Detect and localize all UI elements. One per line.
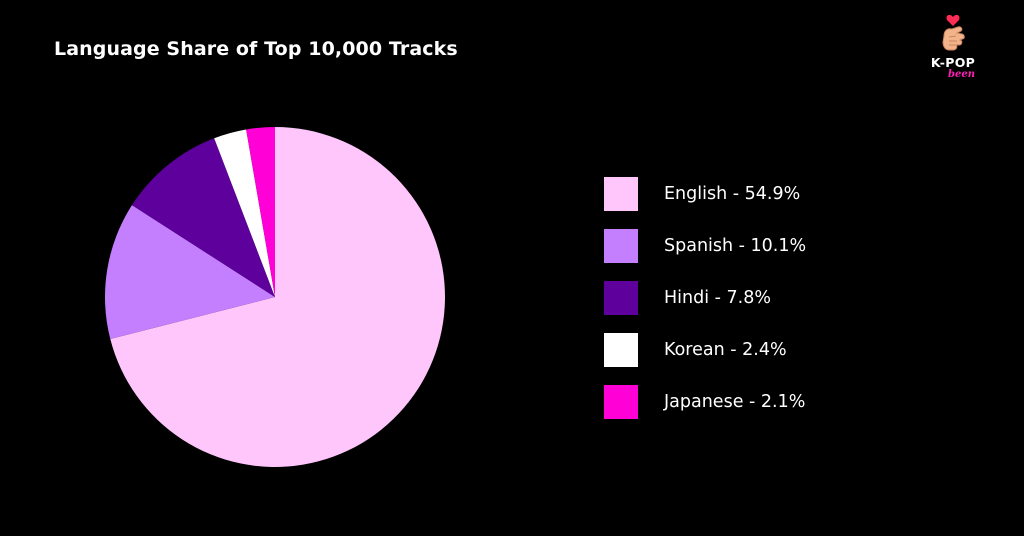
legend-swatch-spanish	[604, 228, 638, 263]
logo-subtext: been	[948, 69, 975, 80]
legend-swatch-korean	[604, 332, 638, 367]
pie-slice-english	[110, 127, 446, 467]
pie-slice-korean	[214, 129, 275, 297]
legend-swatch-english	[604, 176, 638, 211]
finger-heart-icon	[942, 14, 965, 51]
pie-slice-hindi	[131, 138, 275, 297]
legend-swatch-japanese	[604, 384, 638, 419]
legend-label-spanish: Spanish - 10.1%	[664, 235, 807, 256]
legend-item-english: English - 54.9%	[604, 176, 806, 211]
legend-label-japanese: Japanese - 2.1%	[664, 391, 806, 412]
legend-item-spanish: Spanish - 10.1%	[604, 228, 806, 263]
legend-item-korean: Korean - 2.4%	[604, 332, 806, 367]
logo-text: K-POP	[930, 55, 976, 70]
legend-swatch-hindi	[604, 280, 638, 315]
legend-label-korean: Korean - 2.4%	[664, 339, 787, 360]
kpop-been-logo: K-POP been	[918, 12, 988, 84]
pie-slice-spanish	[105, 205, 276, 340]
legend-item-hindi: Hindi - 7.8%	[604, 280, 806, 315]
legend-label-english: English - 54.9%	[664, 183, 801, 204]
pie-slice-japanese	[246, 127, 275, 297]
chart-title: Language Share of Top 10,000 Tracks	[54, 38, 458, 60]
chart-legend: English - 54.9% Spanish - 10.1% Hindi - …	[604, 176, 806, 436]
legend-item-japanese: Japanese - 2.1%	[604, 384, 806, 419]
legend-label-hindi: Hindi - 7.8%	[664, 287, 771, 308]
